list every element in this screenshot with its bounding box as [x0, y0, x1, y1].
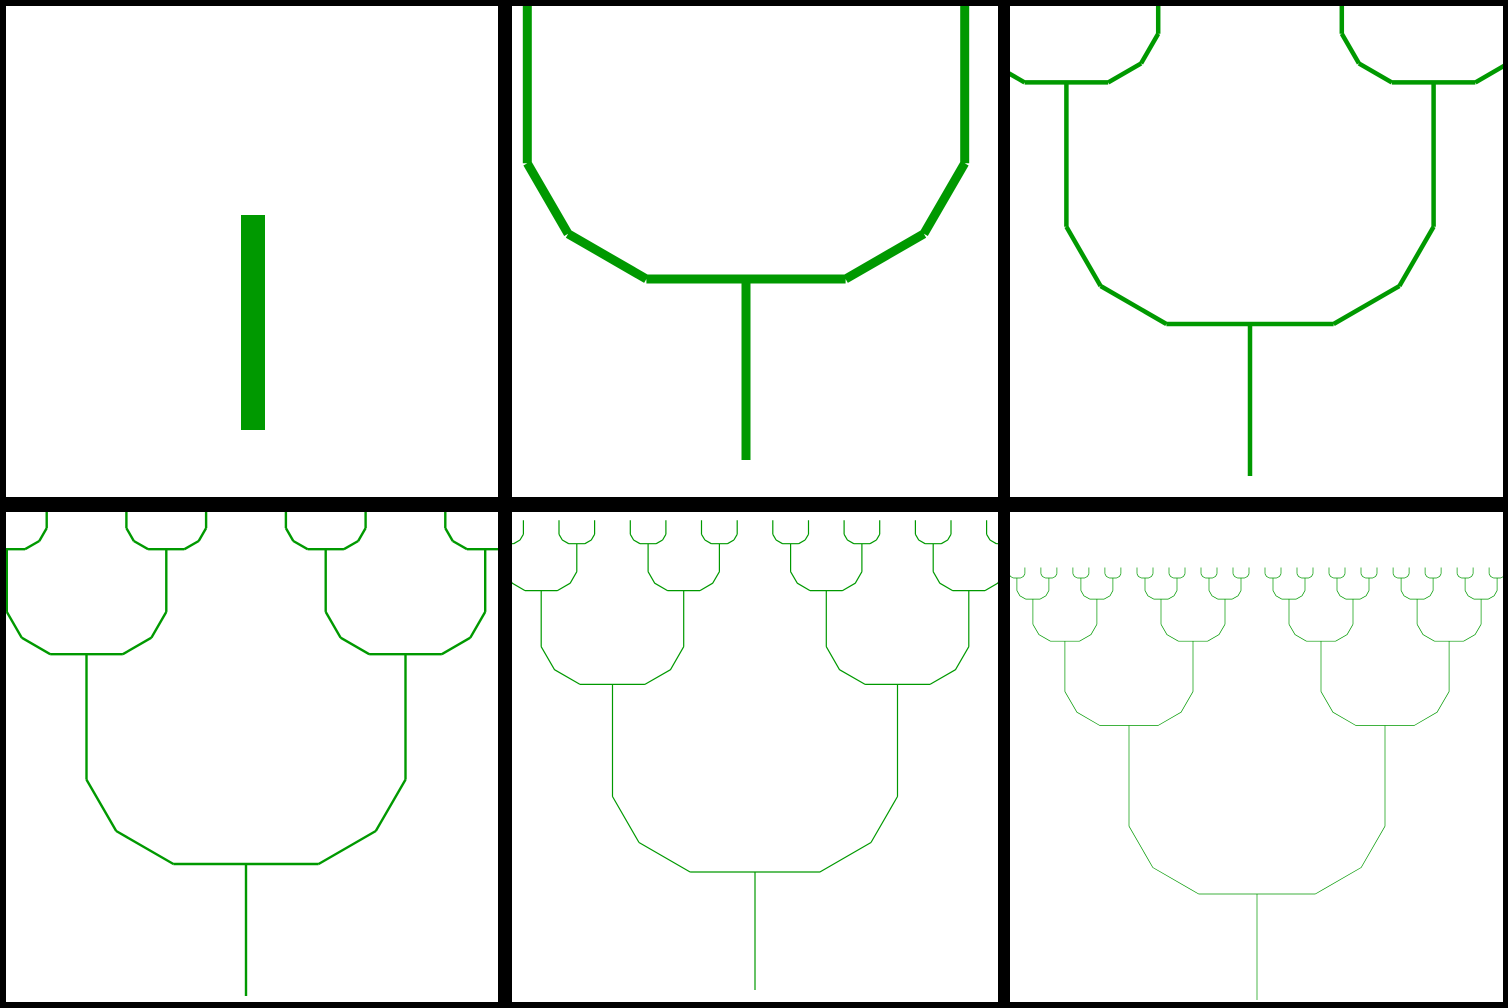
panel-stage-1 [512, 6, 998, 497]
tree-branches-stage-4 [512, 520, 998, 990]
tree-branch-path [512, 520, 998, 990]
panel-stage-0 [6, 6, 498, 497]
tree-stage-2 [1010, 6, 1503, 476]
tree-stage-3 [6, 512, 498, 996]
tree-branch-path [1010, 6, 1503, 476]
tree-branches-stage-3 [6, 512, 498, 996]
tree-branches-stage-1 [522, 6, 970, 460]
panel-stage-5 [1010, 512, 1503, 1002]
tree-stage-0 [241, 215, 265, 430]
tree-stage-5 [1010, 567, 1503, 1000]
panel-stage-3 [6, 512, 498, 1002]
panel-stage-4 [512, 512, 998, 1002]
tree-stage-4 [512, 520, 998, 990]
tree-branch-path [1010, 567, 1503, 1000]
tree-stage-1 [522, 6, 970, 460]
tree-branch-path [6, 512, 498, 996]
tree-branch-path [522, 6, 970, 460]
tree-branches-stage-5 [1010, 567, 1503, 1000]
tree-branches-stage-2 [1010, 6, 1503, 476]
panel-stage-2 [1010, 6, 1503, 497]
